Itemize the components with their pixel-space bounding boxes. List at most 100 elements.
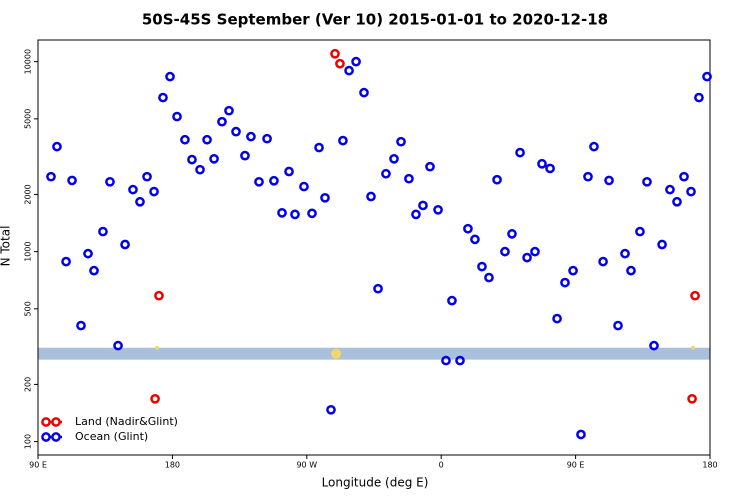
- data-point: [224, 105, 234, 116]
- x-tick-label: 180: [165, 461, 180, 470]
- data-point: [158, 92, 168, 103]
- data-point: [351, 56, 361, 67]
- data-point: [381, 168, 391, 179]
- data-point: [418, 200, 428, 211]
- data-point: [598, 256, 608, 267]
- data-point: [330, 48, 340, 59]
- data-point: [690, 290, 700, 301]
- data-point: [552, 313, 562, 324]
- data-point: [98, 226, 108, 237]
- data-point: [217, 116, 227, 127]
- data-point: [105, 176, 115, 187]
- data-point: [46, 171, 56, 182]
- data-point: [694, 92, 704, 103]
- data-point: [326, 404, 336, 415]
- data-point: [149, 186, 159, 197]
- data-point: [463, 223, 473, 234]
- data-point: [187, 154, 197, 165]
- data-point: [246, 131, 256, 142]
- data-point: [389, 153, 399, 164]
- data-point: [150, 393, 160, 404]
- y-tick-label: 1000: [24, 241, 33, 261]
- data-point: [113, 340, 123, 351]
- y-tick-label: 10000: [24, 49, 33, 74]
- data-point: [344, 65, 354, 76]
- data-point: [687, 393, 697, 404]
- x-tick-label: 90 E: [567, 461, 585, 470]
- data-point: [209, 153, 219, 164]
- x-tick-label: 180: [702, 461, 717, 470]
- legend-symbol: [51, 432, 61, 442]
- data-point: [537, 158, 547, 169]
- data-point: [447, 295, 457, 306]
- data-point: [240, 150, 250, 161]
- y-tick-label: 5000: [24, 109, 33, 129]
- x-tick-label: 90 W: [296, 461, 317, 470]
- data-point: [433, 204, 443, 215]
- data-point: [180, 134, 190, 145]
- band: [38, 347, 710, 360]
- data-point: [52, 141, 62, 152]
- data-point: [277, 207, 287, 218]
- data-point: [128, 184, 138, 195]
- data-point: [254, 176, 264, 187]
- data-point: [120, 239, 130, 250]
- data-point: [484, 272, 494, 283]
- data-point: [366, 191, 376, 202]
- data-point: [338, 135, 348, 146]
- marker: [155, 345, 160, 350]
- data-point: [672, 196, 682, 207]
- data-point: [613, 320, 623, 331]
- data-point: [560, 277, 570, 288]
- data-point: [411, 209, 421, 220]
- data-point: [307, 208, 317, 219]
- x-tick-label: 0: [439, 461, 444, 470]
- data-point: [635, 226, 645, 237]
- data-point: [649, 340, 659, 351]
- data-point: [165, 71, 175, 82]
- chart-title: 50S-45S September (Ver 10) 2015-01-01 to…: [142, 11, 608, 29]
- data-point: [642, 176, 652, 187]
- data-point: [142, 171, 152, 182]
- data-point: [396, 136, 406, 147]
- data-point: [373, 283, 383, 294]
- data-point: [455, 355, 465, 366]
- data-point: [530, 246, 540, 257]
- x-tick-label: 90 E: [29, 461, 47, 470]
- y-tick-label: 100: [24, 434, 33, 449]
- data-point: [583, 171, 593, 182]
- y-tick-label: 2000: [24, 184, 33, 204]
- data-point: [195, 164, 205, 175]
- data-point: [135, 196, 145, 207]
- data-point: [515, 147, 525, 158]
- legend-symbol: [41, 417, 51, 427]
- x-axis-label: Longitude (deg E): [322, 476, 429, 490]
- data-point: [665, 184, 675, 195]
- data-point: [425, 161, 435, 172]
- data-point: [470, 234, 480, 245]
- data-point: [522, 252, 532, 263]
- data-point: [76, 320, 86, 331]
- y-axis-label: N Total: [0, 226, 13, 267]
- data-point: [231, 126, 241, 137]
- data-point: [492, 174, 502, 185]
- data-point: [314, 142, 324, 153]
- legend-symbol: [51, 417, 61, 427]
- legend-label: Ocean (Glint): [75, 430, 148, 443]
- data-point: [89, 265, 99, 276]
- data-point: [172, 111, 182, 122]
- data-point: [67, 175, 77, 186]
- y-tick-label: 500: [24, 301, 33, 316]
- data-point: [335, 58, 345, 69]
- legend-symbol: [41, 432, 51, 442]
- data-point: [507, 229, 517, 239]
- data-point: [359, 87, 369, 98]
- data-point: [620, 248, 630, 259]
- y-tick-label: 200: [24, 377, 33, 392]
- data-point: [686, 186, 696, 197]
- data-point: [262, 133, 272, 144]
- data-point: [568, 265, 578, 276]
- data-point: [576, 429, 586, 440]
- data-point: [441, 355, 451, 366]
